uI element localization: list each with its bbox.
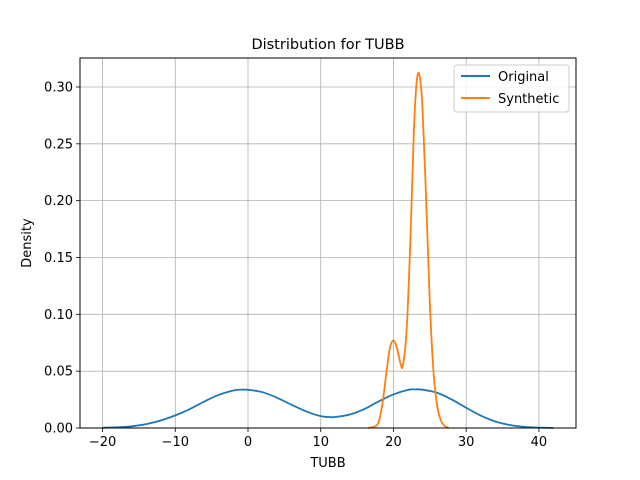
y-tick-label: 0.15 — [44, 251, 73, 266]
x-tick-label: −10 — [162, 435, 189, 450]
y-tick-label: 0.00 — [44, 422, 73, 437]
x-tick-label: −20 — [89, 435, 116, 450]
legend: Original Synthetic — [453, 64, 570, 113]
legend-label-original: Original — [498, 70, 549, 85]
y-axis-ticks: 0.00 0.05 0.10 0.15 0.20 0.25 0.30 — [44, 80, 80, 437]
y-axis-label: Density — [20, 218, 35, 268]
series-line-synthetic — [367, 71, 450, 429]
x-tick-label: 30 — [458, 435, 475, 450]
x-tick-label: 10 — [312, 435, 329, 450]
x-tick-label: 20 — [385, 435, 402, 450]
chart-title: Distribution for TUBB — [251, 37, 404, 53]
x-axis-ticks: −20 −10 0 10 20 30 40 — [89, 428, 547, 450]
y-tick-label: 0.20 — [44, 194, 73, 209]
x-tick-label: 40 — [531, 435, 548, 450]
legend-label-synthetic: Synthetic — [498, 92, 559, 107]
y-tick-label: 0.05 — [44, 365, 73, 380]
series-lines — [102, 71, 554, 429]
y-tick-label: 0.30 — [44, 80, 73, 95]
plot-frame — [79, 57, 577, 429]
x-tick-label: 0 — [244, 435, 252, 450]
y-tick-label: 0.10 — [44, 308, 73, 323]
series-line-original — [102, 388, 554, 429]
x-axis-label: TUBB — [309, 456, 345, 471]
y-tick-label: 0.25 — [44, 137, 73, 152]
